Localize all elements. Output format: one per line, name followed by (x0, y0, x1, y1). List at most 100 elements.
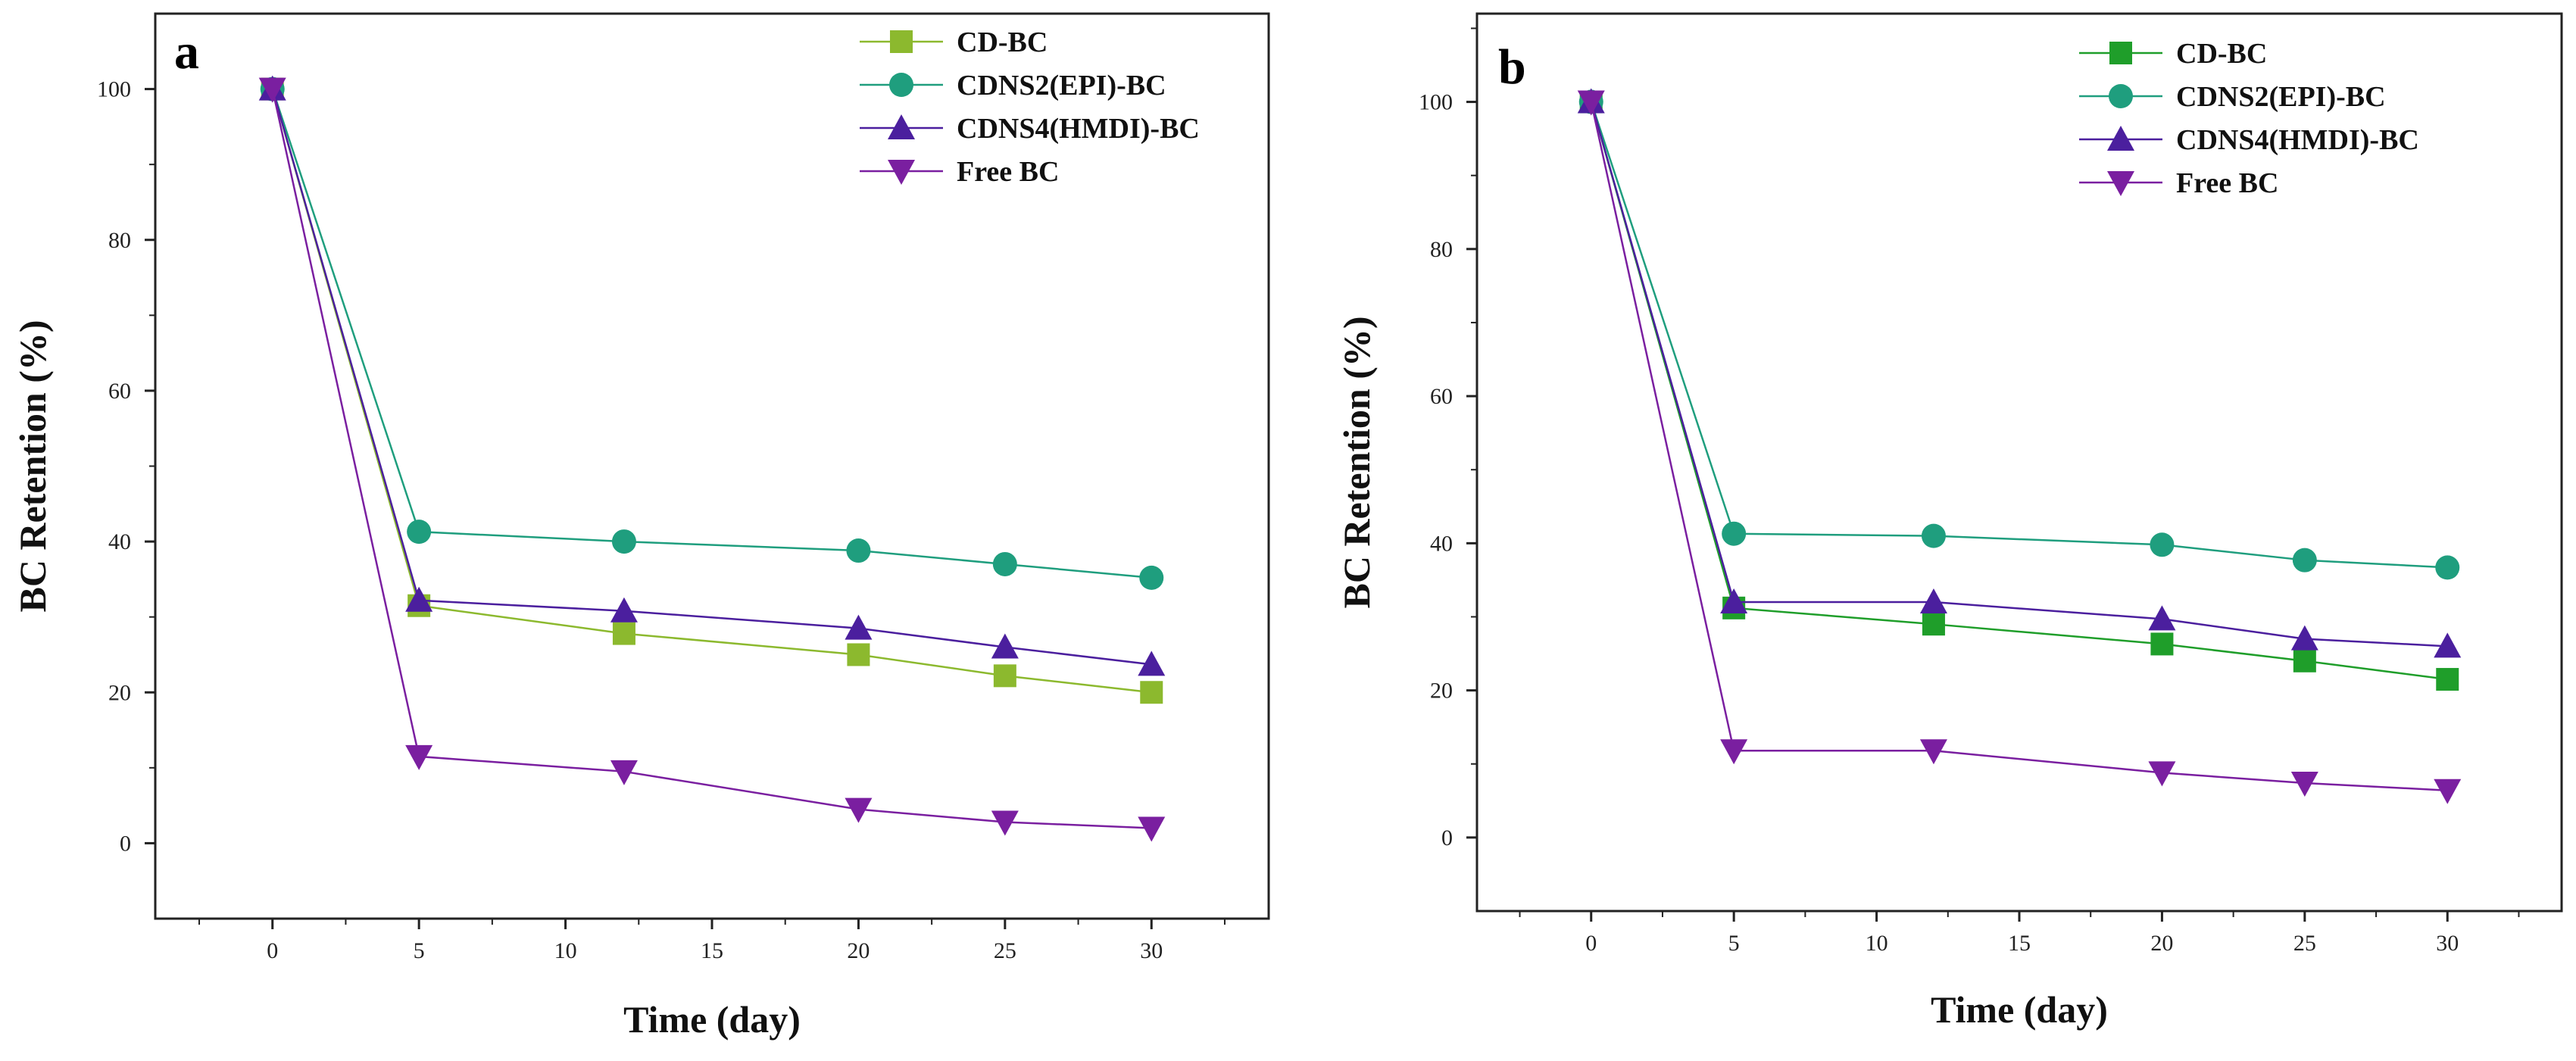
x-tick-label: 5 (414, 938, 425, 963)
x-tick-label: 10 (1866, 931, 1888, 956)
data-point-series-2 (2150, 532, 2175, 557)
legend-marker (889, 73, 913, 97)
data-point-series-1 (2436, 668, 2459, 691)
series-line-4 (271, 89, 1152, 829)
y-tick-label: 20 (108, 680, 131, 705)
data-point-series-2 (1921, 523, 1946, 548)
data-point-series-1 (1140, 681, 1163, 704)
legend-label: CDNS4(HMDI)-BC (957, 113, 1200, 145)
y-tick-label: 0 (1441, 825, 1453, 850)
x-tick-label: 25 (2293, 931, 2316, 956)
legend-label: CD-BC (957, 27, 1048, 58)
y-tick-label: 20 (1430, 679, 1453, 704)
x-tick-label: 30 (2436, 931, 2459, 956)
data-point-series-1 (2293, 649, 2316, 672)
data-point-series-4 (405, 744, 433, 770)
data-point-series-3 (2148, 605, 2176, 631)
series-line-2 (271, 89, 1152, 579)
x-axis-label: Time (day) (1931, 988, 2108, 1031)
x-tick-label: 15 (2008, 931, 2031, 956)
legend-label: Free BC (2176, 167, 2278, 199)
legend-marker (2107, 126, 2134, 151)
series-line-1 (271, 89, 1152, 694)
legend-marker (888, 114, 915, 139)
legend-label: CD-BC (2176, 38, 2267, 70)
data-point-series-2 (407, 520, 432, 545)
data-point-series-4 (610, 760, 638, 785)
data-point-series-4 (1720, 739, 1748, 765)
data-point-series-4 (1138, 816, 1166, 842)
data-point-series-3 (1919, 588, 1947, 614)
y-axis-label: BC Retention (%) (11, 320, 54, 612)
data-point-series-2 (611, 529, 636, 554)
series-line-4 (1590, 101, 2448, 791)
y-tick-label: 100 (1419, 90, 1453, 115)
data-point-series-4 (2434, 779, 2462, 804)
x-tick-label: 0 (267, 938, 278, 963)
panel-letter: a (174, 24, 199, 80)
data-point-series-1 (612, 622, 635, 645)
series-line-3 (1590, 101, 2448, 648)
panel-letter: b (1498, 39, 1526, 95)
y-tick-label: 100 (97, 77, 131, 102)
data-point-series-4 (258, 77, 286, 103)
data-point-series-2 (1722, 521, 1747, 546)
legend-label: CDNS4(HMDI)-BC (2176, 124, 2419, 156)
x-tick-label: 25 (994, 938, 1016, 963)
y-axis-label: BC Retention (%) (1335, 316, 1378, 608)
y-tick-label: 80 (108, 228, 131, 253)
x-tick-label: 5 (1728, 931, 1740, 956)
legend-label: Free BC (957, 156, 1059, 188)
series-line-2 (1590, 101, 2448, 569)
x-tick-label: 0 (1585, 931, 1597, 956)
x-axis-label: Time (day) (623, 998, 801, 1041)
y-tick-label: 60 (108, 379, 131, 404)
data-point-series-2 (992, 551, 1017, 576)
x-tick-label: 30 (1140, 938, 1163, 963)
y-tick-label: 40 (108, 529, 131, 554)
series-line-3 (271, 89, 1152, 666)
data-point-series-2 (1139, 565, 1164, 590)
data-point-series-4 (1919, 739, 1947, 765)
data-point-series-2 (846, 538, 871, 563)
legend-marker (888, 160, 915, 185)
legend-marker (890, 30, 913, 53)
data-point-series-3 (1138, 651, 1166, 676)
data-point-series-4 (991, 810, 1019, 836)
x-tick-label: 15 (701, 938, 723, 963)
data-point-series-3 (405, 586, 433, 612)
chart-panel-a: 0 5 10 15 20 25 30 0 20 40 60 80 100 Time (day) BC Ret… (11, 12, 1270, 1041)
x-tick-label: 10 (554, 938, 577, 963)
data-point-series-3 (845, 614, 873, 640)
data-point-series-4 (2290, 771, 2318, 797)
data-point-series-3 (1720, 588, 1748, 614)
x-tick-label: 20 (2150, 931, 2173, 956)
y-tick-label: 80 (1430, 237, 1453, 262)
data-point-series-1 (993, 664, 1016, 688)
series-line-1 (1590, 101, 2448, 681)
data-point-series-1 (2150, 632, 2174, 656)
data-point-series-3 (2290, 625, 2318, 651)
data-point-series-2 (2435, 555, 2460, 580)
y-tick-label: 60 (1430, 384, 1453, 409)
legend-label: CDNS2(EPI)-BC (957, 70, 1166, 101)
chart-panel-b: 0 5 10 15 20 25 30 0 20 40 60 80 100 Time (day) BC Ret… (1335, 12, 2563, 1031)
data-point-series-1 (847, 643, 870, 666)
legend-label: CDNS2(EPI)-BC (2176, 81, 2386, 113)
data-point-series-4 (2148, 761, 2176, 787)
y-tick-label: 40 (1430, 531, 1453, 556)
data-point-series-3 (991, 633, 1019, 659)
legend-marker (2107, 171, 2134, 196)
y-tick-label: 0 (120, 831, 131, 856)
legend-marker (2109, 42, 2132, 64)
data-point-series-2 (2292, 548, 2317, 573)
data-point-series-4 (845, 797, 873, 823)
data-point-series-3 (610, 597, 638, 623)
legend-marker (2109, 84, 2133, 108)
data-point-series-1 (1922, 613, 1945, 636)
x-tick-label: 20 (847, 938, 870, 963)
data-point-series-3 (2434, 632, 2462, 658)
data-point-series-4 (1577, 90, 1605, 116)
